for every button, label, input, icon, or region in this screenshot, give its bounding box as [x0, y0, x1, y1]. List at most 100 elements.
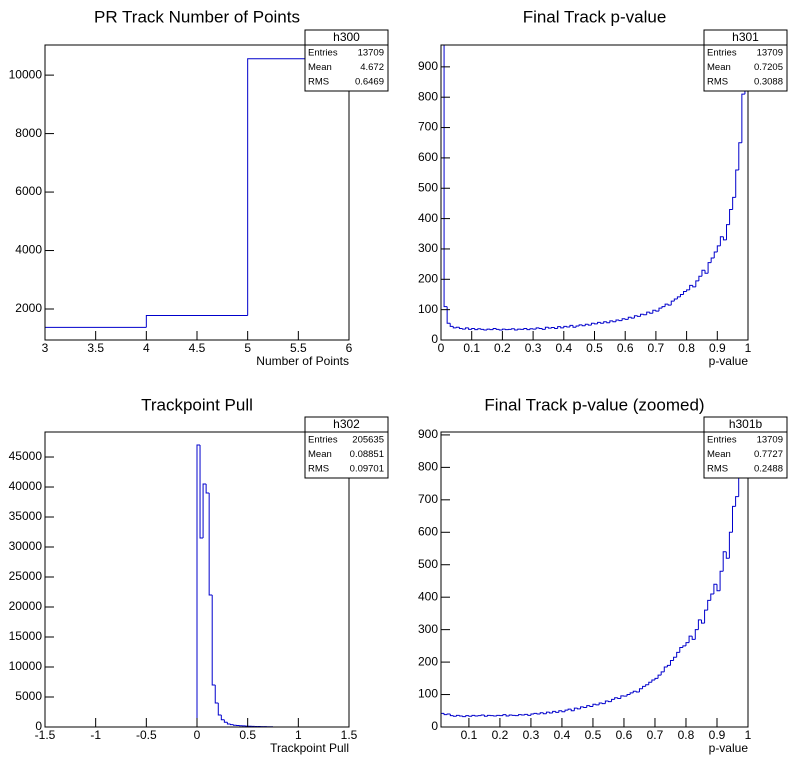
histogram-bin [504, 329, 509, 331]
y-tick-label: 0 [35, 719, 42, 733]
y-tick-label: 800 [418, 460, 438, 474]
histogram-bin [676, 296, 681, 300]
histogram-bin [676, 651, 680, 658]
histogram-bin [583, 706, 587, 709]
histogram-bin [455, 326, 460, 328]
x-axis-title: Trackpoint Pull [270, 741, 349, 755]
histogram-bin [217, 703, 222, 716]
histogram-bin [694, 629, 699, 640]
histogram-bin [505, 714, 510, 717]
histogram-bin [614, 697, 618, 700]
stats-title: h300 [333, 30, 360, 44]
histogram-bin [471, 327, 475, 330]
x-tick-label: 6 [346, 341, 353, 355]
stats-label: RMS [707, 464, 728, 475]
histogram-bin [700, 619, 705, 624]
histogram-bin [620, 695, 624, 699]
histogram-bin [651, 679, 655, 683]
stats-label: RMS [308, 464, 329, 475]
histogram-bin [452, 326, 457, 329]
histogram-bin [471, 714, 476, 717]
stats-box: h301b Entries 13709 Mean 0.7727 RMS 0.2488 [703, 416, 788, 479]
histogram-bin [716, 584, 721, 592]
y-tick-label: 700 [418, 120, 438, 134]
stats-label: Mean [707, 62, 731, 73]
x-tick-label: 0.6 [616, 728, 633, 742]
x-tick-label: 0.8 [678, 728, 695, 742]
y-tick-label: 15000 [9, 629, 43, 643]
y-tick-label: 400 [418, 211, 438, 225]
histogram-bin [632, 690, 637, 693]
histogram-bin [663, 666, 668, 672]
pad: Final Track p-value 0 0.1 0.2 0.3 0.4 0.5 0.6 0.… [418, 7, 788, 368]
histogram-bin [607, 701, 612, 703]
histogram-bin [199, 445, 204, 539]
histogram-bin [603, 321, 607, 324]
histogram-bin [558, 710, 562, 713]
x-axis-title: p-value [709, 741, 749, 755]
x-axis-title: p-value [709, 354, 749, 368]
histogram-bin [710, 593, 714, 601]
histogram-bin [669, 659, 674, 666]
histogram-bin [735, 496, 739, 507]
histogram-bin [567, 708, 572, 711]
histogram-bin [606, 321, 610, 324]
x-tick-label: 3.5 [87, 341, 104, 355]
histogram-bin [679, 293, 684, 297]
histogram-bin [664, 303, 669, 307]
histogram-bin [443, 45, 448, 308]
x-tick-label: 0.1 [461, 728, 478, 742]
histogram-bin [474, 328, 478, 331]
histogram-bin [560, 326, 564, 329]
stats-label: Mean [707, 449, 731, 460]
histogram-bin [544, 326, 549, 330]
y-tick-label: 300 [418, 241, 438, 255]
histogram-bin [226, 722, 231, 725]
histogram-bin [601, 702, 606, 705]
x-tick-label: 0.9 [709, 341, 726, 355]
y-tick-label: 600 [418, 150, 438, 164]
histogram-bin [732, 196, 736, 210]
histogram-bin [594, 323, 598, 325]
histogram-bin [569, 324, 574, 327]
histogram [45, 58, 349, 340]
histogram-bin [666, 664, 671, 667]
histogram-bin [598, 702, 603, 705]
y-tick-label: 6000 [15, 184, 42, 198]
histogram-bin [604, 700, 609, 704]
histogram-bin [459, 715, 463, 717]
histogram-bin [698, 275, 702, 281]
histogram-bin [526, 328, 531, 331]
histogram [441, 45, 748, 340]
histogram-bin [223, 719, 228, 723]
stats-label: Mean [308, 449, 332, 460]
histogram-bin [729, 208, 733, 225]
histogram-bin [704, 270, 709, 274]
stats-label: RMS [707, 77, 728, 88]
histogram-bin [642, 685, 646, 689]
histogram-bin [446, 306, 451, 324]
stats-value: 0.09701 [350, 464, 384, 475]
histogram-bin [487, 714, 491, 717]
histogram-bin [533, 712, 538, 715]
y-tick-label: 100 [418, 687, 438, 701]
stats-label: RMS [308, 77, 329, 88]
x-tick-label: 0.7 [648, 341, 665, 355]
histogram-bin [630, 317, 635, 319]
y-tick-label: 800 [418, 89, 438, 103]
histogram-bin [202, 483, 207, 539]
x-tick-label: 0.5 [586, 341, 603, 355]
histogram-bin [538, 327, 543, 329]
x-tick-label: 0.7 [647, 728, 664, 742]
histogram-bin [474, 715, 479, 717]
histogram-bin [545, 711, 550, 714]
histogram-bin [555, 711, 559, 713]
stats-box: h301 Entries 13709 Mean 0.7205 RMS 0.3088 [703, 29, 788, 92]
histogram-bin [570, 709, 575, 712]
histogram-bin [449, 714, 454, 717]
stats-value: 4.672 [360, 62, 384, 73]
histogram-bin [713, 251, 718, 259]
histogram-bin [726, 224, 730, 240]
histogram-bin [536, 713, 541, 715]
